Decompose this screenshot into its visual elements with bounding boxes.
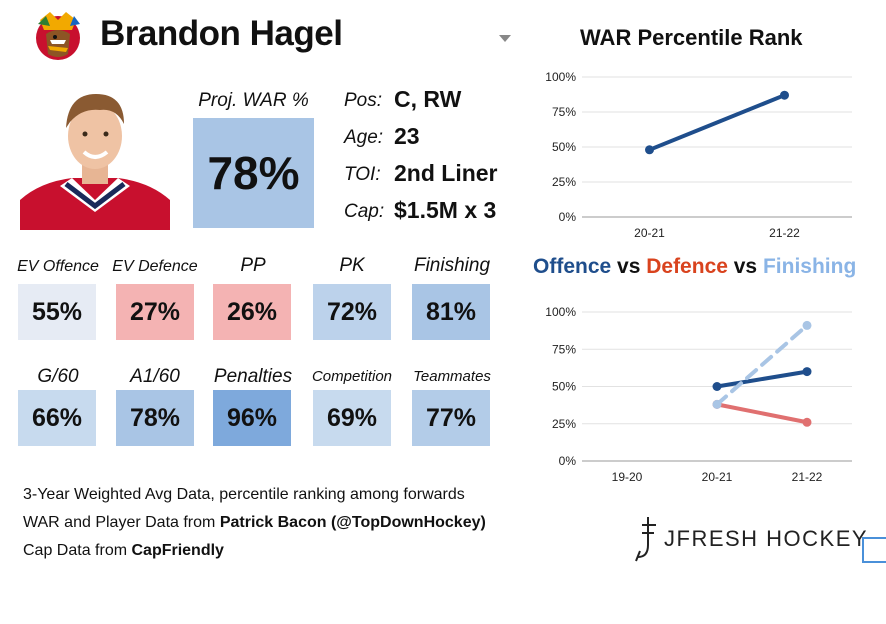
- chart-2-title-defence: Defence: [646, 255, 728, 278]
- chart-2-series-line: [715, 323, 809, 407]
- footer-source-war: Patrick Bacon (@TopDownHockey): [219, 514, 486, 531]
- player-name: Brandon Hagel: [100, 14, 343, 53]
- proj-war-label: Proj. WAR %: [198, 90, 309, 111]
- stat-label-ev-offence: EV Offence: [17, 258, 99, 275]
- stat-label-teammates: Teammates: [413, 368, 491, 385]
- chart-2-data-point: [802, 367, 812, 377]
- chart-2-data-point: [712, 399, 722, 409]
- offence-defence-finishing-chart: 0% 25% 50% 75% 100% 19-20 20-21 21-22: [545, 305, 852, 484]
- chart-1-series-line: [647, 93, 787, 152]
- footer-line-3: Cap Data from CapFriendly: [23, 542, 224, 560]
- stat-value-ev-offence: 55%: [18, 284, 96, 340]
- chart-1-y-tick-label: 75%: [552, 105, 576, 119]
- chart-2-series-line: [715, 369, 809, 389]
- footer-line-2-prefix: WAR and Player Data from: [23, 514, 220, 531]
- brand-name: JFRESH HOCKEY: [664, 526, 869, 551]
- stat-value-competition: 69%: [313, 390, 391, 446]
- chart-1-y-tick-label: 100%: [545, 70, 576, 84]
- chart-2-y-tick-label: 0%: [559, 454, 577, 468]
- corner-frame: [862, 537, 886, 563]
- footer-line-1: 3-Year Weighted Avg Data, percentile ran…: [23, 486, 465, 503]
- stat-label-pk: PK: [339, 255, 365, 276]
- chart-2-y-tick-label: 25%: [552, 417, 576, 431]
- footer-line-3-prefix: Cap Data from: [23, 542, 132, 559]
- chart-2-title-vs-2: vs: [727, 255, 763, 278]
- chart-2-y-tick-label: 50%: [552, 380, 576, 394]
- pos-value: C, RW: [394, 86, 462, 112]
- stat-label-finishing: Finishing: [413, 255, 491, 276]
- chart-2-x-tick-label: 19-20: [612, 470, 643, 484]
- stat-label-competition: Competition: [311, 368, 393, 385]
- stat-value-g60: 66%: [18, 390, 96, 446]
- chart-1-x-tick-label: 21-22: [769, 226, 800, 240]
- chart-1-title: WAR Percentile Rank: [580, 25, 803, 50]
- chart-2-y-tick-label: 75%: [552, 342, 576, 356]
- chart-1-y-tick-label: 25%: [552, 175, 576, 189]
- stat-value-a160: 78%: [116, 390, 194, 446]
- stat-value-ev-defence: 27%: [116, 284, 194, 340]
- stat-label-pp: PP: [240, 255, 266, 276]
- chicago-blackhawks-logo-icon: [28, 10, 88, 64]
- jfresh-logo-icon: [635, 517, 656, 562]
- chart-2-data-point: [802, 417, 812, 427]
- chart-2-title: Offence vs Defence vs Finishing: [533, 255, 856, 279]
- chart-2-data-point: [802, 320, 812, 330]
- chart-2-x-tick-label: 21-22: [792, 470, 823, 484]
- chart-2-y-tick-label: 100%: [545, 305, 576, 319]
- stat-label-ev-defence: EV Defence: [112, 258, 198, 275]
- chart-1-y-tick-label: 0%: [559, 210, 577, 224]
- stat-label-a160: A1/60: [130, 366, 180, 387]
- stat-value-finishing: 81%: [412, 284, 490, 340]
- jfresh-hockey-brand: JFRESH HOCKEY: [630, 515, 867, 563]
- cap-label: Cap:: [344, 201, 385, 222]
- age-label: Age:: [344, 127, 384, 148]
- chart-1-x-tick-label: 20-21: [634, 226, 665, 240]
- stat-value-pk: 72%: [313, 284, 391, 340]
- war-percentile-chart: 0% 25% 50% 75% 100% 20-21 21-22: [545, 70, 852, 240]
- chart-2-title-finishing: Finishing: [762, 255, 857, 278]
- cap-value: $1.5M x 3: [394, 197, 497, 223]
- age-value: 23: [394, 123, 420, 149]
- toi-label: TOI:: [344, 164, 381, 185]
- toi-value: 2nd Liner: [394, 160, 498, 186]
- chart-2-x-tick-label: 20-21: [702, 470, 733, 484]
- chart-2-title-vs-1: vs: [611, 255, 647, 278]
- chevron-down-icon[interactable]: [499, 35, 511, 42]
- stat-label-g60: G/60: [37, 366, 79, 387]
- proj-war-value: 78%: [193, 118, 314, 228]
- player-headshot: [20, 82, 170, 230]
- pos-label: Pos:: [344, 90, 383, 111]
- chart-2-series-line: [715, 402, 809, 425]
- chart-2-title-offence: Offence: [533, 255, 612, 278]
- chart-1-data-point: [780, 90, 789, 100]
- stat-value-teammates: 77%: [412, 390, 490, 446]
- chart-2-data-point: [712, 382, 722, 391]
- chart-1-y-tick-label: 50%: [552, 140, 576, 154]
- footer-source-cap: CapFriendly: [131, 542, 224, 559]
- stat-label-penalties: Penalties: [213, 366, 293, 387]
- footer-line-2: WAR and Player Data from Patrick Bacon (…: [23, 514, 486, 532]
- chart-1-data-point: [645, 145, 654, 155]
- stat-value-pp: 26%: [213, 284, 291, 340]
- stat-value-penalties: 96%: [213, 390, 291, 446]
